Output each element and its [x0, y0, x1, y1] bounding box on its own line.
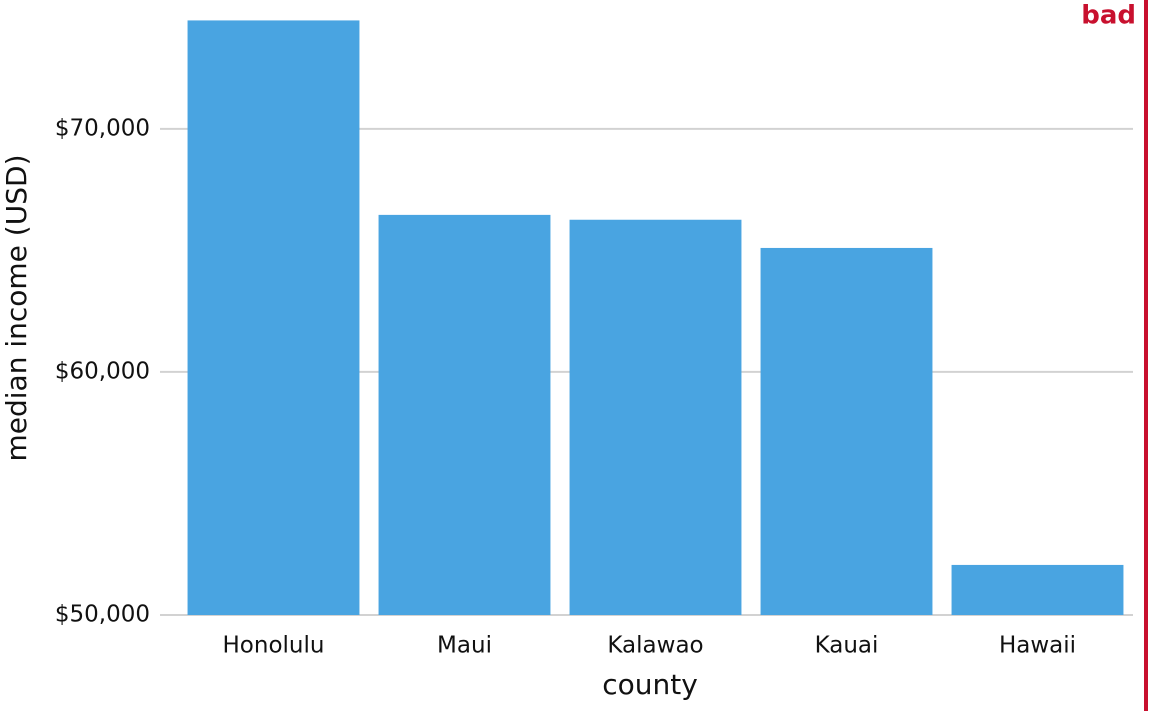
y-axis-title: median income (USD) — [0, 155, 33, 462]
bar — [951, 564, 1124, 615]
x-tick-label: Kauai — [815, 633, 879, 659]
x-tick-label: Honolulu — [223, 633, 325, 659]
annotation: bad — [1081, 1, 1136, 31]
x-tick-label: Kalawao — [607, 633, 703, 659]
x-tick-label: Hawaii — [999, 633, 1076, 659]
y-tick-label: $70,000 — [55, 115, 150, 141]
y-tick-label: $60,000 — [55, 358, 150, 384]
x-tick-label: Maui — [437, 633, 492, 659]
bar — [760, 247, 933, 616]
y-tick-label: $50,000 — [55, 602, 150, 628]
x-axis-title: county — [602, 668, 698, 701]
bar — [569, 219, 742, 615]
bar — [187, 20, 360, 616]
bar — [378, 214, 551, 615]
